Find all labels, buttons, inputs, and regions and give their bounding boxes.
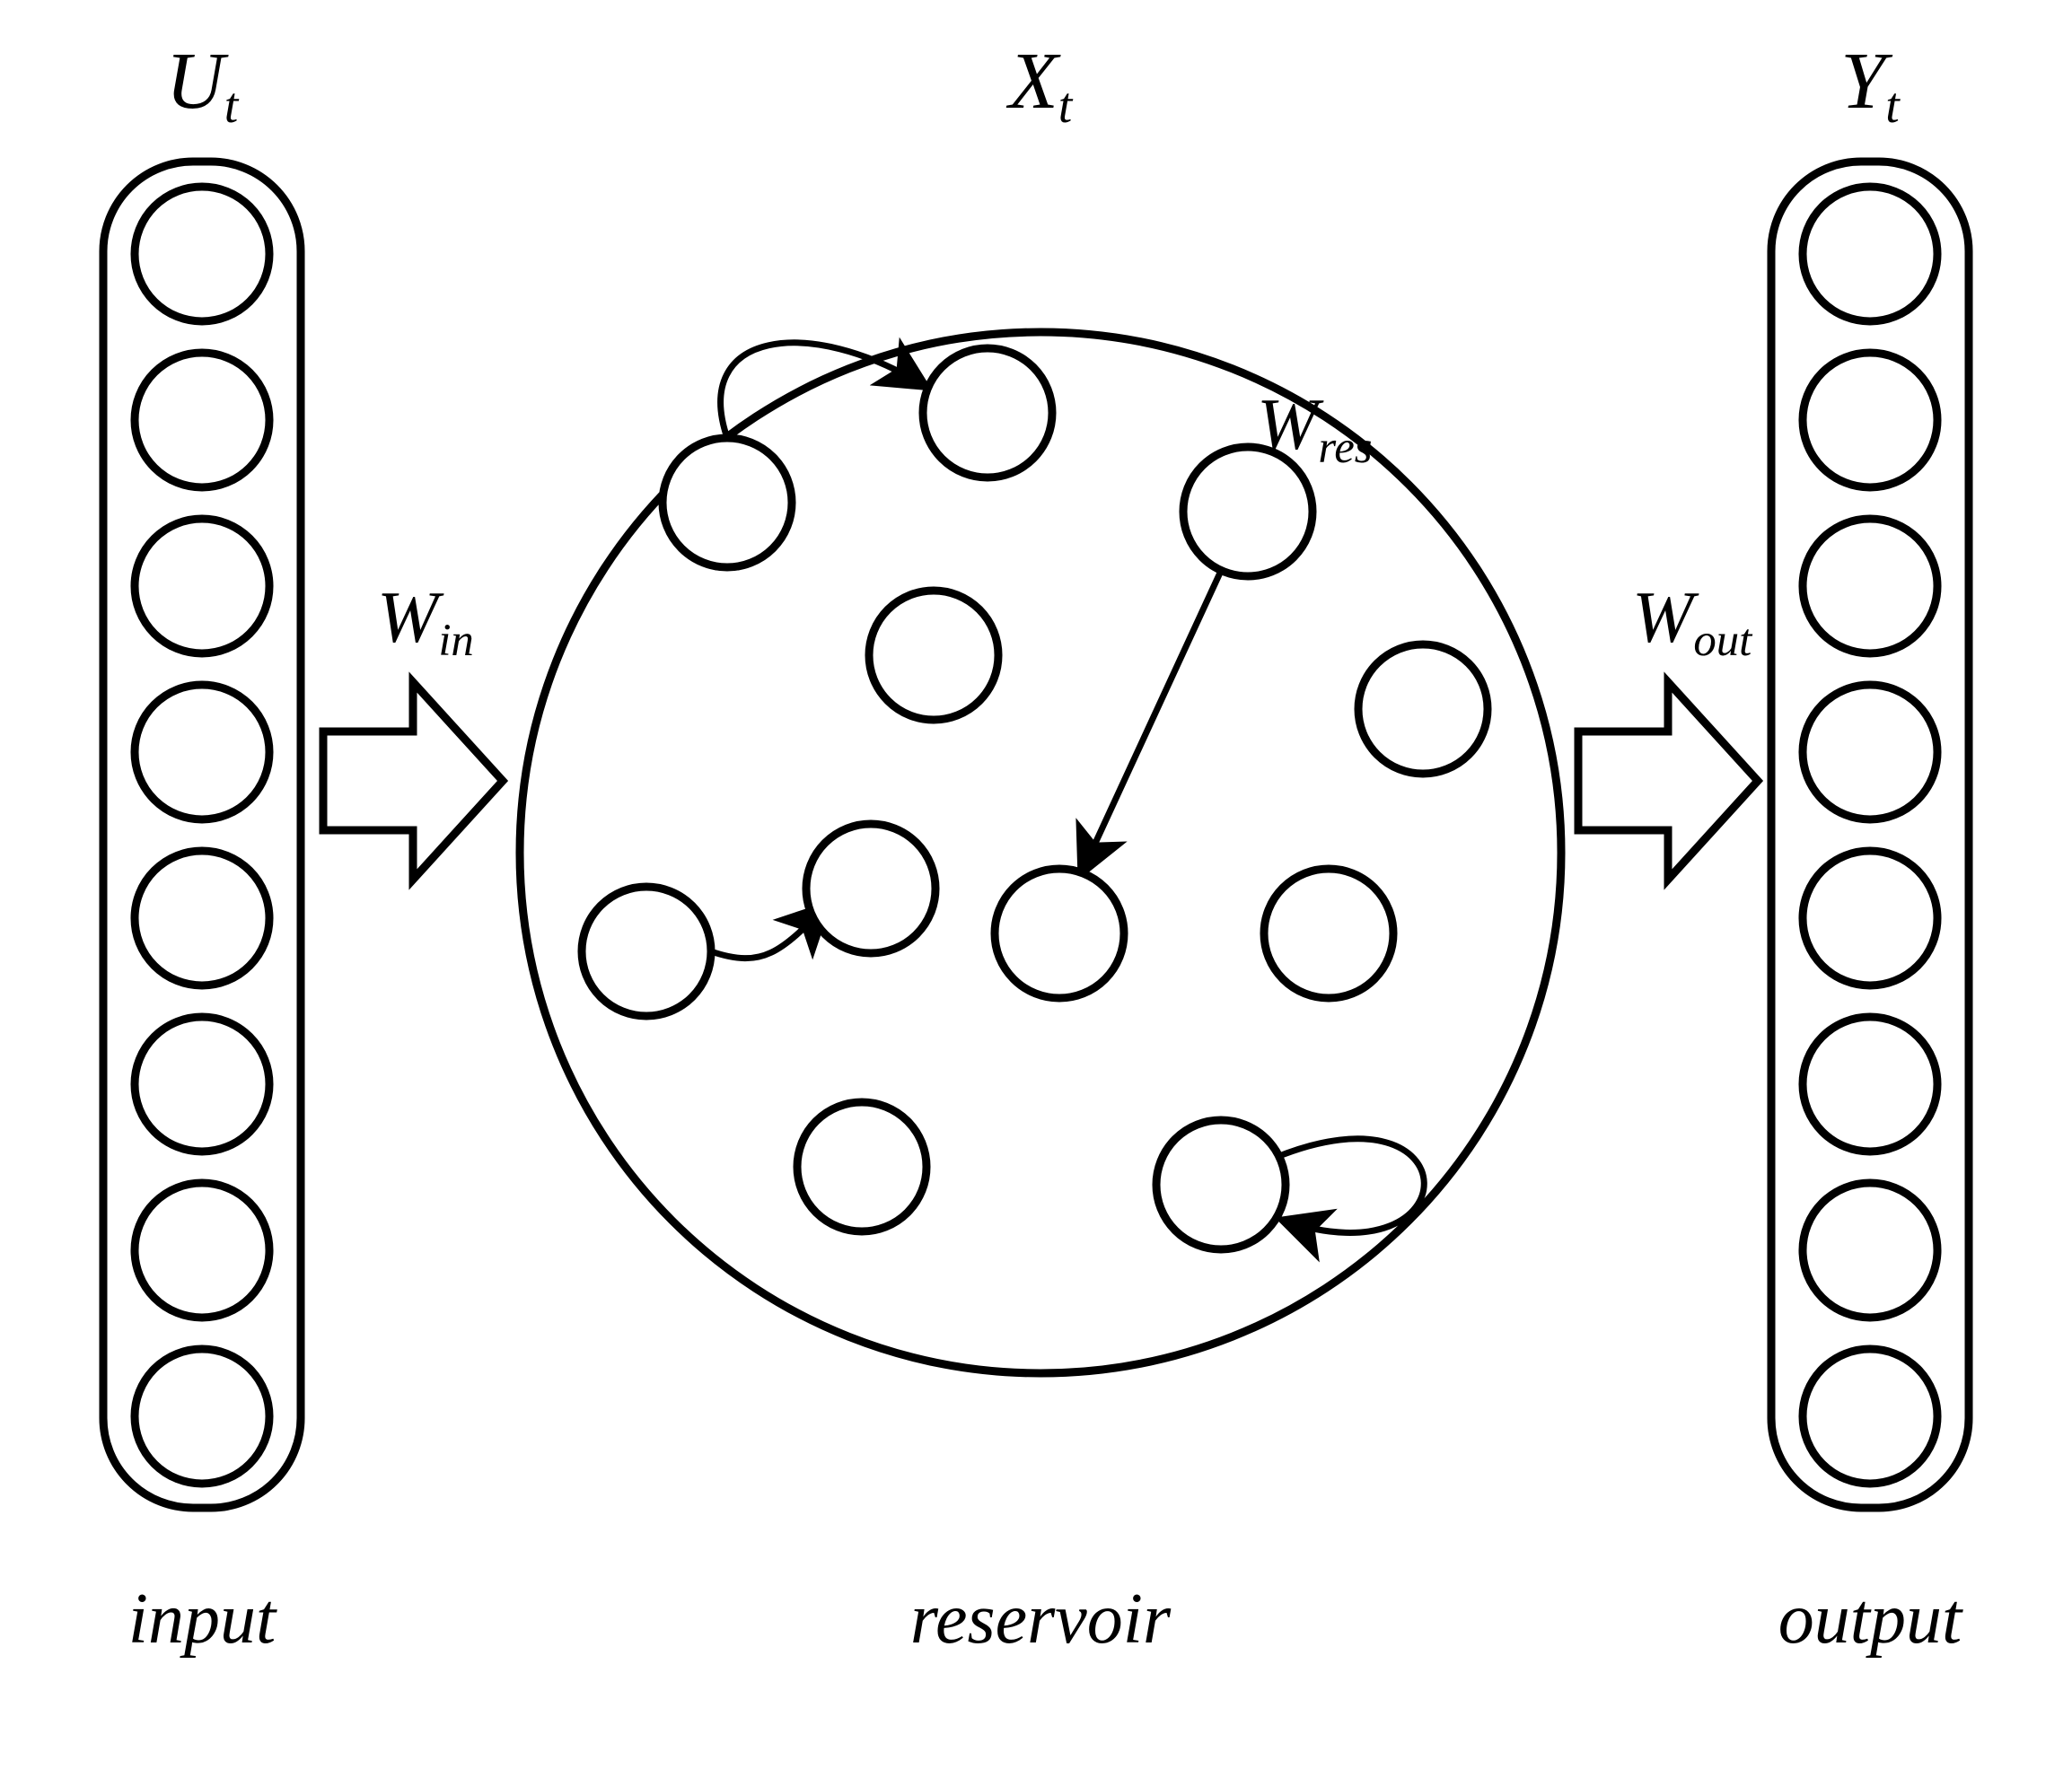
input-node <box>135 851 269 985</box>
reservoir-node <box>663 438 792 567</box>
output-node <box>1803 685 1937 819</box>
reservoir-node <box>869 591 998 720</box>
reservoir-node <box>797 1102 926 1231</box>
reservoir-node <box>1358 644 1488 774</box>
input-node <box>135 1017 269 1152</box>
reservoir-node <box>923 348 1052 477</box>
reservoir-nodes <box>582 348 1488 1249</box>
w-in-arrow <box>323 682 503 880</box>
input-top-label: Ut <box>166 37 240 134</box>
reservoir-node <box>1156 1120 1286 1249</box>
output-node <box>1803 353 1937 487</box>
reservoir-top-label: Xt <box>1006 37 1074 134</box>
output-layer <box>1771 162 1969 1508</box>
reservoir-weight-label: Wres <box>1257 383 1373 472</box>
reservoir-edge <box>1082 571 1221 872</box>
output-node <box>1803 1183 1937 1318</box>
input-node <box>135 519 269 653</box>
w-in-label: Win <box>377 576 474 665</box>
reservoir-node <box>1183 447 1313 576</box>
reservoir-node <box>1264 869 1393 998</box>
output-node <box>1803 851 1937 985</box>
w-out-label: Wout <box>1632 576 1753 665</box>
input-bottom-label: input <box>128 1580 277 1659</box>
reservoir-bottom-label: reservoir <box>910 1580 1172 1659</box>
output-node <box>1803 1349 1937 1484</box>
w-out-arrow <box>1578 682 1758 880</box>
reservoir-node <box>582 887 711 1016</box>
output-node <box>1803 1017 1937 1152</box>
output-bottom-label: output <box>1778 1580 1963 1659</box>
input-node <box>135 353 269 487</box>
reservoir-edge <box>1275 1139 1424 1233</box>
reservoir <box>520 332 1561 1373</box>
input-node <box>135 1183 269 1318</box>
input-node <box>135 685 269 819</box>
input-node <box>135 187 269 321</box>
output-top-label: Yt <box>1840 37 1901 134</box>
input-layer <box>103 162 301 1508</box>
reservoir-node <box>806 824 935 953</box>
output-node <box>1803 519 1937 653</box>
reservoir-node <box>995 869 1124 998</box>
reservoir-edges <box>711 343 1424 1233</box>
input-node <box>135 1349 269 1484</box>
output-node <box>1803 187 1937 321</box>
